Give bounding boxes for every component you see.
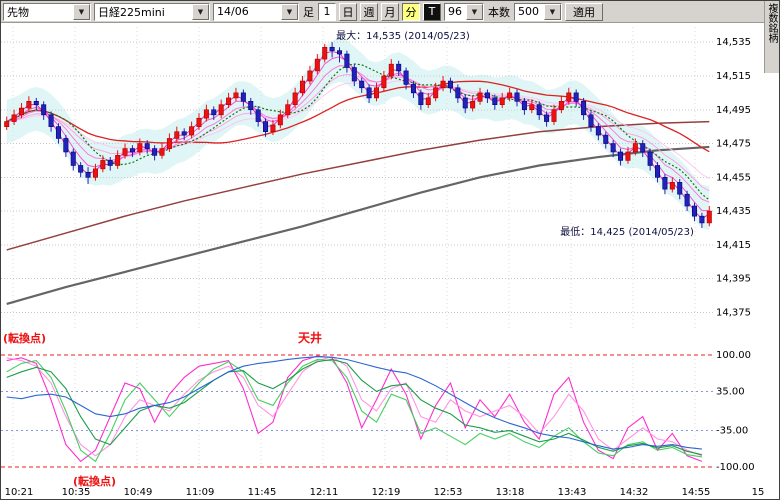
period-minute-button[interactable]: 分	[402, 2, 420, 21]
svg-text:14,535: 14,535	[716, 37, 751, 48]
bar-type-label: 足	[303, 5, 314, 19]
price-chart-canvas[interactable]: 14,535 14,515 14,495 14,475 14,455 14,435 14,4…	[1, 23, 780, 341]
time-tick-label: 14:55	[681, 487, 711, 498]
price-chart[interactable]: 14,535 14,515 14,495 14,475 14,455 14,435 14,4…	[1, 23, 780, 341]
apply-button[interactable]: 適用	[565, 2, 603, 21]
time-axis: 10:21 10:35 10:49 11:09 11:45 12:11 12:19 12:53…	[1, 487, 780, 500]
ceiling-label: 天井	[298, 331, 323, 345]
time-tick-label: 13:43	[557, 487, 587, 498]
svg-text:14,495: 14,495	[716, 105, 751, 116]
turning-point-top-label: (転換点)	[3, 332, 47, 345]
svg-text:14,475: 14,475	[716, 139, 751, 150]
interval-input[interactable]: 1	[318, 2, 336, 21]
oscillator-canvas[interactable]: 100.00 35.00 -35.00 -100.00	[1, 341, 780, 489]
time-tick-label: 10:49	[123, 487, 153, 498]
svg-text:-100.00: -100.00	[716, 462, 755, 473]
symbol-select[interactable]: 日経225mini ▼	[94, 2, 210, 21]
chevron-down-icon[interactable]: ▼	[281, 3, 298, 20]
visible-bars-value: 96	[448, 5, 462, 18]
toolbar: 先物 ▼ 日経225mini ▼ 14/06 ▼ 足 1 日 週 月 分 T 9…	[1, 1, 779, 23]
visible-bars-select[interactable]: 96 ▼	[444, 2, 484, 21]
multi-symbol-tab[interactable]: 複数銘柄	[764, 1, 779, 73]
svg-text:14,375: 14,375	[716, 307, 751, 318]
time-tick-label: 12:53	[433, 487, 463, 498]
bars-count-select[interactable]: 500 ▼	[514, 2, 562, 21]
instrument-select[interactable]: 先物 ▼	[3, 2, 91, 21]
bars-count-value: 500	[518, 5, 539, 18]
oscillator-chart[interactable]: 100.00 35.00 -35.00 -100.00	[1, 341, 780, 489]
contract-month-select[interactable]: 14/06 ▼	[213, 2, 299, 21]
time-tick-label: 12:19	[371, 487, 401, 498]
svg-text:最低：14,425 (2014/05/23): 最低：14,425 (2014/05/23)	[560, 225, 694, 238]
period-day-button[interactable]: 日	[339, 2, 357, 21]
svg-text:14,455: 14,455	[716, 172, 751, 183]
symbol-select-value: 日経225mini	[98, 5, 165, 19]
chevron-down-icon[interactable]: ▼	[192, 3, 209, 20]
time-tick-label: 14:32	[619, 487, 649, 498]
chevron-down-icon[interactable]: ▼	[466, 3, 483, 20]
svg-text:-35.00: -35.00	[716, 426, 748, 437]
contract-month-value: 14/06	[217, 5, 249, 18]
svg-text:14,415: 14,415	[716, 240, 751, 251]
time-tick-label: 10:35	[61, 487, 91, 498]
svg-text:最大：14,535 (2014/05/23): 最大：14,535 (2014/05/23)	[336, 29, 470, 42]
period-month-button[interactable]: 月	[381, 2, 399, 21]
turning-point-bottom-label: (転換点)	[73, 475, 117, 488]
time-tick-label: 13:18	[495, 487, 525, 498]
chevron-down-icon[interactable]: ▼	[544, 3, 561, 20]
chevron-down-icon[interactable]: ▼	[73, 3, 90, 20]
period-week-button[interactable]: 週	[360, 2, 378, 21]
svg-text:14,515: 14,515	[716, 71, 751, 82]
time-tick-label: 11:45	[247, 487, 277, 498]
instrument-select-value: 先物	[7, 5, 29, 19]
time-tick-label: 10:21	[4, 487, 34, 498]
time-tick-label: 12:11	[309, 487, 339, 498]
svg-text:14,395: 14,395	[716, 274, 751, 285]
bars-count-label: 本数	[488, 5, 510, 19]
time-tick-label: 11:09	[185, 487, 215, 498]
svg-text:35.00: 35.00	[716, 386, 745, 397]
tick-mode-button[interactable]: T	[423, 2, 441, 21]
svg-text:14,435: 14,435	[716, 206, 751, 217]
svg-text:100.00: 100.00	[716, 350, 751, 361]
time-tick-label: 15	[751, 487, 765, 498]
